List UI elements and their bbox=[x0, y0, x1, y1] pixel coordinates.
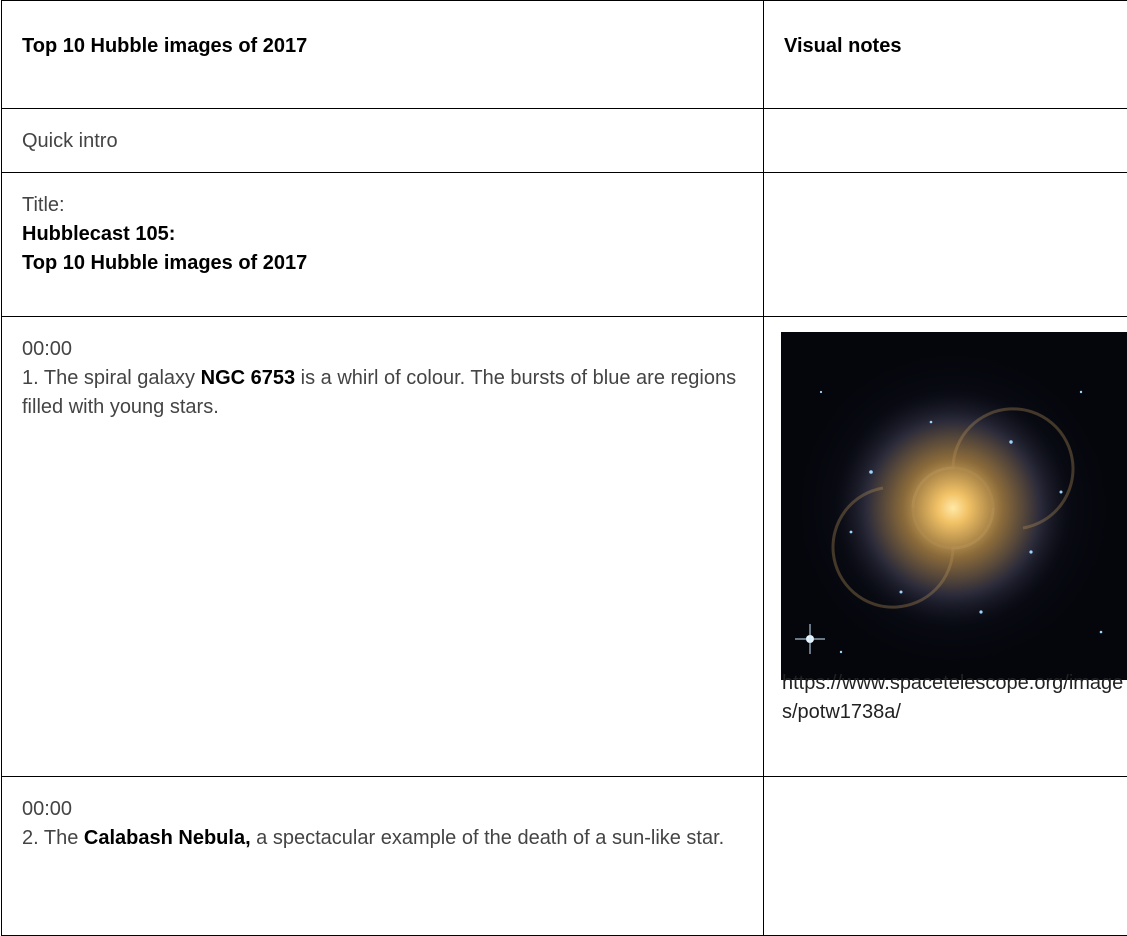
image-link[interactable]: https://www.spacetelescope.org/images/po… bbox=[782, 669, 1127, 727]
galaxy-image bbox=[781, 332, 1127, 680]
cell-text: 2. The bbox=[22, 827, 84, 849]
header-title: Visual notes bbox=[784, 35, 901, 57]
row-cell bbox=[763, 108, 1127, 173]
cell-text: Title: bbox=[22, 191, 743, 220]
timestamp: 00:00 bbox=[22, 335, 743, 364]
cell-paragraph: 1. The spiral galaxy NGC 6753 is a whirl… bbox=[22, 364, 743, 422]
cell-text: Quick intro bbox=[22, 130, 118, 152]
row-cell: 00:00 1. The spiral galaxy NGC 6753 is a… bbox=[1, 316, 764, 777]
row-cell: https://www.spacetelescope.org/images/po… bbox=[763, 316, 1127, 777]
row-cell: Title: Hubblecast 105: Top 10 Hubble ima… bbox=[1, 172, 764, 317]
cell-text: Calabash Nebula, bbox=[84, 827, 251, 849]
cell-text: a spectacular example of the death of a … bbox=[251, 827, 725, 849]
row-cell bbox=[763, 776, 1127, 936]
timestamp: 00:00 bbox=[22, 795, 743, 824]
header-cell: Visual notes bbox=[763, 0, 1127, 109]
cell-text: Hubblecast 105: bbox=[22, 223, 175, 245]
page: Top 10 Hubble images of 2017 Visual note… bbox=[0, 0, 1127, 907]
cell-text: NGC 6753 bbox=[201, 367, 296, 389]
row-cell bbox=[763, 172, 1127, 317]
cell-text: 1. The spiral galaxy bbox=[22, 367, 201, 389]
row-cell: 00:00 2. The Calabash Nebula, a spectacu… bbox=[1, 776, 764, 936]
cell-paragraph: 2. The Calabash Nebula, a spectacular ex… bbox=[22, 824, 743, 853]
cell-text: Top 10 Hubble images of 2017 bbox=[22, 252, 307, 274]
header-title: Top 10 Hubble images of 2017 bbox=[22, 35, 307, 57]
row-cell: Quick intro bbox=[1, 108, 764, 173]
header-cell: Top 10 Hubble images of 2017 bbox=[1, 0, 764, 109]
